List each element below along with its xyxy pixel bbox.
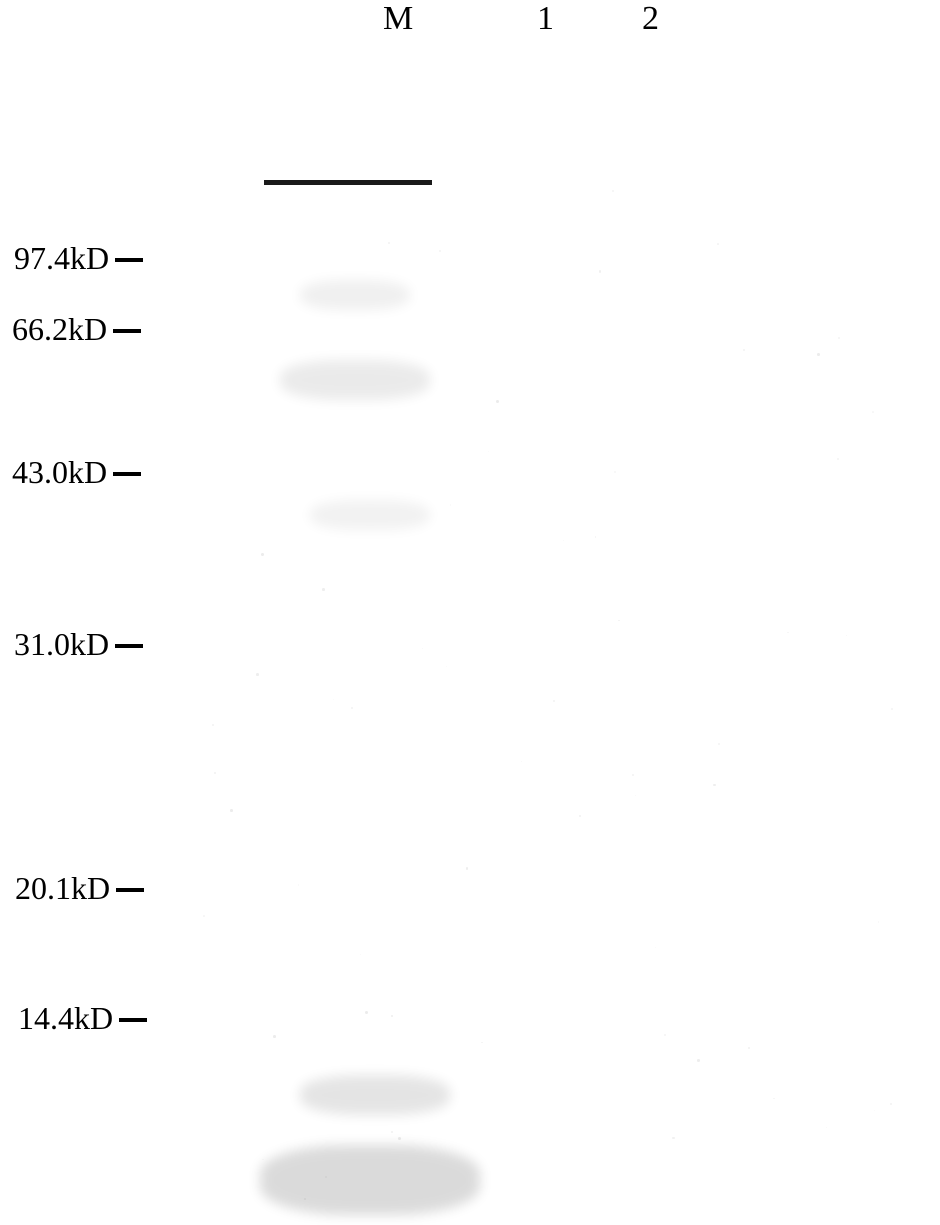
gel-smear-3	[300, 1075, 450, 1115]
noise-dot	[422, 648, 423, 649]
noise-dot	[595, 536, 597, 538]
noise-dot	[333, 699, 334, 700]
lane-label-2: 2	[642, 0, 659, 38]
mw-label-4: 20.1kD	[15, 870, 110, 907]
noise-dot	[891, 708, 893, 710]
noise-dot	[672, 1137, 674, 1139]
noise-dot	[599, 270, 601, 272]
noise-dot	[890, 1103, 892, 1105]
noise-dot	[874, 1110, 875, 1111]
noise-dot	[817, 353, 820, 356]
noise-dot	[697, 1059, 700, 1062]
mw-label-2: 43.0kD	[12, 454, 107, 491]
mw-tick-0	[115, 258, 143, 262]
noise-dot	[230, 809, 233, 812]
mw-tick-1	[113, 329, 141, 333]
noise-dot	[521, 761, 522, 762]
mw-tick-3	[115, 644, 143, 648]
noise-dot	[713, 784, 716, 787]
noise-dot	[360, 954, 361, 955]
mw-label-1: 66.2kD	[12, 311, 107, 348]
noise-dot	[496, 400, 499, 403]
noise-dot	[655, 947, 656, 948]
mw-label-5: 14.4kD	[18, 1000, 113, 1037]
noise-dot	[718, 743, 720, 745]
lane-label-1: 1	[537, 0, 554, 38]
noise-dot	[388, 242, 390, 244]
noise-dot	[826, 1127, 827, 1128]
noise-dot	[773, 1098, 775, 1100]
noise-dot	[439, 250, 441, 252]
noise-dot	[787, 632, 789, 634]
noise-dot	[872, 411, 874, 413]
noise-dot	[261, 553, 264, 556]
noise-dot	[256, 673, 259, 676]
noise-dot	[846, 635, 847, 636]
mw-tick-5	[119, 1018, 147, 1022]
noise-dot	[481, 1042, 483, 1044]
noise-dot	[553, 700, 555, 702]
gel-smear-0	[300, 280, 410, 310]
noise-dot	[878, 921, 879, 922]
noise-dot	[717, 243, 719, 245]
mw-label-3: 31.0kD	[14, 626, 109, 663]
noise-dot	[466, 867, 469, 870]
mw-tick-2	[113, 472, 141, 476]
mw-tick-4	[116, 888, 144, 892]
noise-dot	[391, 1131, 393, 1133]
noise-dot	[398, 1137, 401, 1140]
noise-dot	[446, 666, 447, 667]
noise-dot	[618, 620, 620, 622]
gel-smear-4	[260, 1145, 480, 1215]
noise-dot	[748, 1047, 750, 1049]
noise-dot	[298, 884, 299, 885]
noise-dot	[837, 458, 839, 460]
noise-dot	[838, 337, 840, 339]
mw-label-0: 97.4kD	[14, 240, 109, 277]
gel-smear-1	[280, 360, 430, 400]
noise-dot	[273, 1035, 276, 1038]
noise-dot	[391, 1015, 394, 1018]
noise-dot	[664, 1034, 666, 1036]
noise-dot	[743, 349, 745, 351]
lane-label-0: M	[383, 0, 413, 38]
noise-dot	[203, 915, 205, 917]
noise-dot	[262, 1159, 263, 1160]
noise-dot	[614, 471, 615, 472]
noise-dot	[450, 504, 451, 505]
noise-dot	[351, 707, 353, 709]
noise-dot	[632, 774, 634, 776]
noise-dot	[488, 451, 489, 452]
gel-smear-2	[310, 500, 430, 530]
noise-dot	[635, 795, 636, 796]
noise-dot	[579, 815, 581, 817]
noise-dot	[214, 772, 216, 774]
noise-dot	[322, 588, 325, 591]
gel-band-0	[264, 180, 432, 185]
noise-dot	[612, 190, 614, 192]
noise-dot	[365, 1011, 368, 1014]
noise-dot	[212, 724, 214, 726]
noise-dot	[563, 540, 564, 541]
